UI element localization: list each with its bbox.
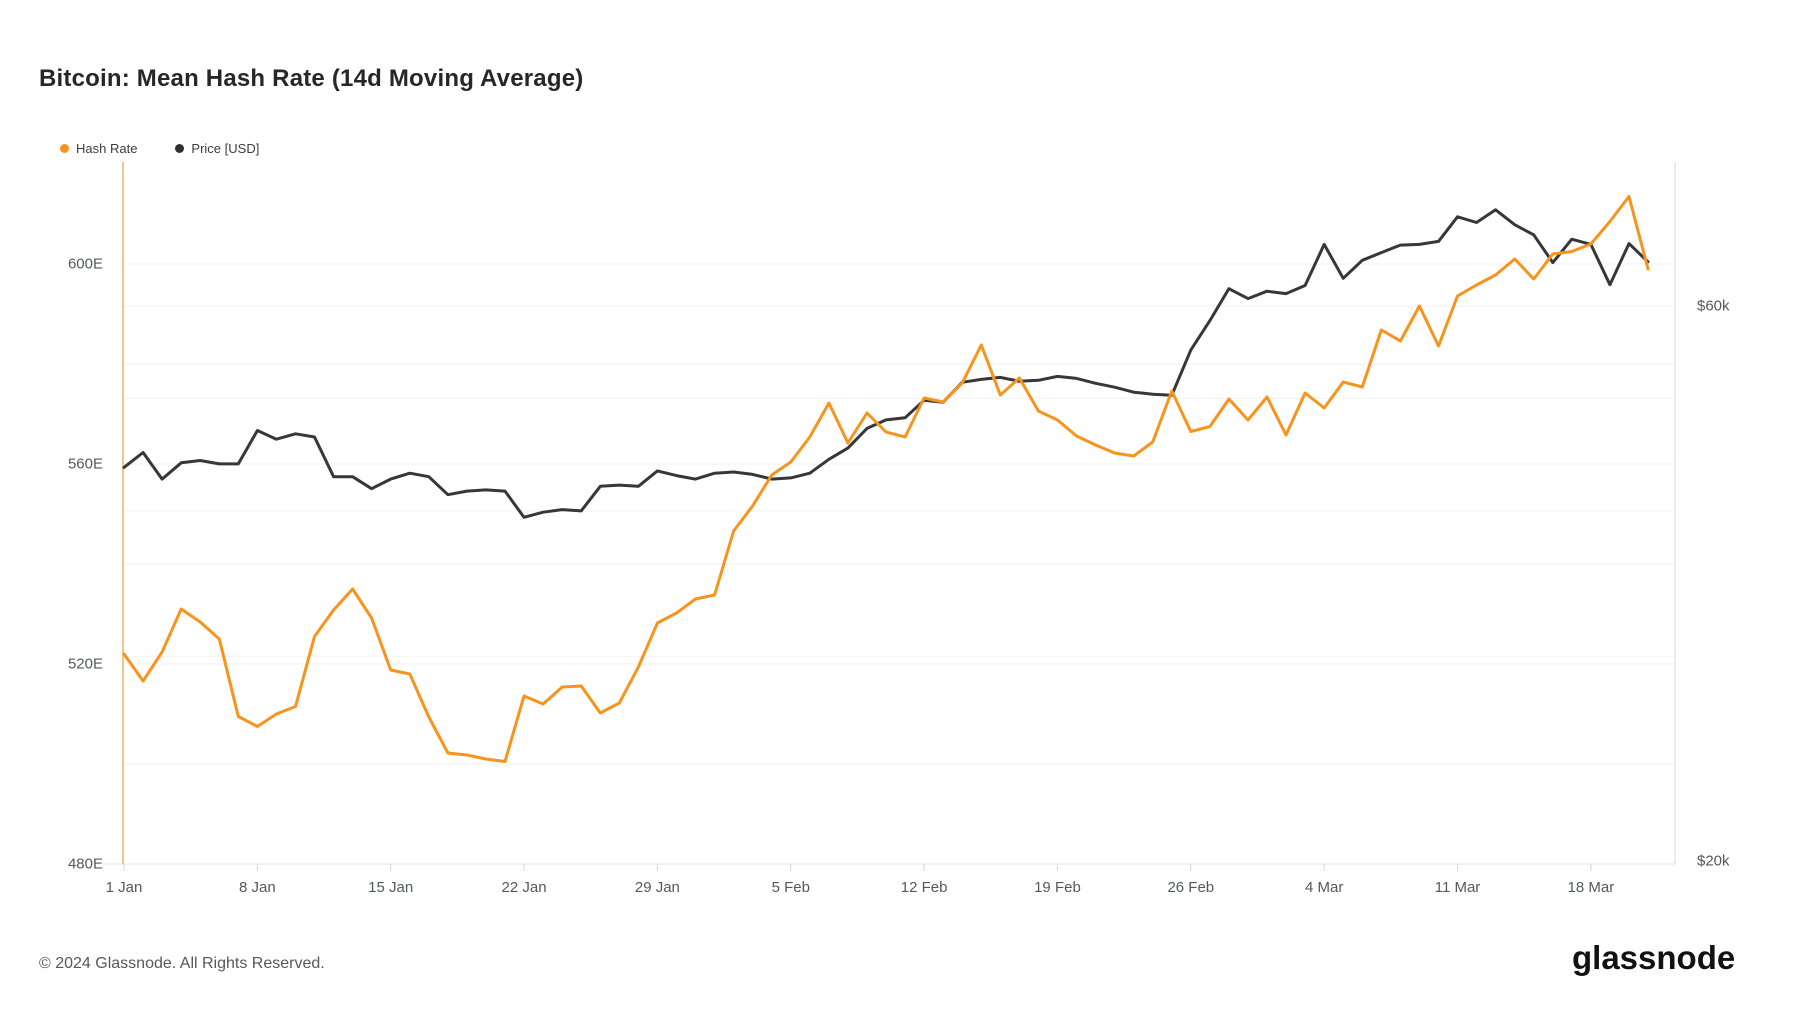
x-axis-label-4-Mar: 4 Mar xyxy=(1304,879,1344,896)
legend-dot-icon xyxy=(60,144,69,153)
x-axis-label-15-Jan: 15 Jan xyxy=(368,879,414,896)
x-axis-label-1-Jan: 1 Jan xyxy=(105,879,143,896)
glassnode-logo[interactable]: glassnode xyxy=(1572,939,1736,976)
x-axis-label-22-Jan: 22 Jan xyxy=(501,879,547,896)
y-axis-right-label-60k: $60k xyxy=(1697,297,1730,315)
x-axis-label-26-Feb: 26 Feb xyxy=(1167,879,1215,896)
page-title: Bitcoin: Mean Hash Rate (14d Moving Aver… xyxy=(39,65,584,93)
x-axis-label-11-Mar: 11 Mar xyxy=(1434,879,1481,896)
hash-rate-line-series[interactable] xyxy=(122,195,1650,763)
x-axis-label-12-Feb: 12 Feb xyxy=(900,879,948,896)
y-axis-left-label-520E: 520E xyxy=(67,655,103,673)
legend-item-price[interactable]: Price [USD] xyxy=(175,141,259,156)
copyright-text: © 2024 Glassnode. All Rights Reserved. xyxy=(39,955,325,972)
x-axis-label-29-Jan: 29 Jan xyxy=(634,879,680,896)
y-axis-left-label-480E: 480E xyxy=(67,855,103,873)
x-axis-label-19-Feb: 19 Feb xyxy=(1034,879,1081,896)
price-line-series[interactable] xyxy=(122,208,1650,519)
x-axis-label-5-Feb: 5 Feb xyxy=(771,879,810,896)
x-axis-label-18-Mar: 18 Mar xyxy=(1567,879,1615,896)
y-axis-left-label-560E: 560E xyxy=(67,455,103,473)
chart-legend: Hash Rate Price [USD] xyxy=(60,141,297,156)
y-axis-right-label-20k: $20k xyxy=(1697,852,1730,870)
legend-item-hash-rate[interactable]: Hash Rate xyxy=(60,141,137,156)
legend-label: Hash Rate xyxy=(76,141,138,156)
x-axis-label-8-Jan: 8 Jan xyxy=(238,879,276,896)
legend-label: Price [USD] xyxy=(191,141,260,156)
y-axis-left-label-600E: 600E xyxy=(67,255,103,273)
legend-dot-icon xyxy=(175,144,185,153)
